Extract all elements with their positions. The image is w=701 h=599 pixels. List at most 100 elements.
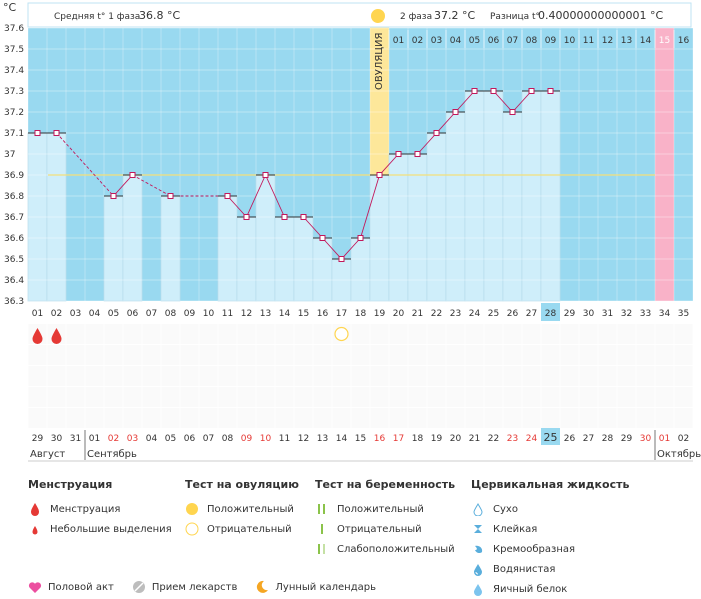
- cycle-day-label: 01: [32, 309, 43, 319]
- legend-pregnancy-title: Тест на беременность: [315, 478, 456, 491]
- cycle-day-label: 04: [89, 309, 101, 319]
- temperature-line-segment: [341, 237, 361, 260]
- symptom-cell: [446, 408, 465, 428]
- calendar-date-label: 26: [564, 434, 576, 444]
- negative-test-icon: [185, 522, 199, 536]
- y-tick-label: 36.7: [4, 213, 24, 223]
- legend-item: Отрицательный: [315, 519, 455, 539]
- symptom-cell: [408, 387, 427, 407]
- legend-label: Клейкая: [493, 523, 538, 535]
- legend-label: Отрицательный: [337, 523, 422, 535]
- temperature-line-segment: [227, 195, 247, 218]
- legend-item: Положительный: [185, 499, 299, 519]
- calendar-date-label: 24: [526, 434, 538, 444]
- symptom-cell: [104, 324, 123, 344]
- symptom-cell: [370, 408, 389, 428]
- symptom-cell: [465, 387, 484, 407]
- symptom-cell: [522, 324, 541, 344]
- symptom-cell: [522, 366, 541, 386]
- symptom-cell: [180, 324, 199, 344]
- symptom-cell: [427, 408, 446, 428]
- calendar-date-label: 06: [184, 434, 196, 444]
- cycle-day-label: 24: [469, 309, 481, 319]
- calendar-date-label: 01: [659, 434, 670, 444]
- symptom-cell: [332, 366, 351, 386]
- calendar-date-label: 21: [469, 434, 480, 444]
- y-unit: °C: [3, 1, 17, 14]
- symptom-cell: [161, 387, 180, 407]
- phase2-day-label: 04: [450, 36, 462, 46]
- temperature-line-segment: [379, 153, 399, 176]
- symptom-cell: [275, 324, 294, 344]
- symptom-cell: [617, 324, 636, 344]
- symptom-cell: [28, 387, 47, 407]
- legend-item: Слабоположительный: [315, 539, 455, 559]
- legend-item: Положительный: [315, 499, 455, 519]
- symptom-cell: [294, 324, 313, 344]
- temperature-point: [433, 130, 440, 136]
- calendar-date-label: 11: [279, 434, 290, 444]
- symptom-cell: [636, 324, 655, 344]
- symptom-cell: [332, 387, 351, 407]
- temperature-line-segment: [303, 216, 323, 239]
- symptom-cell: [351, 408, 370, 428]
- symptom-cell: [427, 366, 446, 386]
- calendar-date-label: 01: [89, 434, 100, 444]
- phase1-label: Средняя t° 1 фаза: [54, 12, 140, 22]
- symptom-cell: [541, 324, 560, 344]
- symptom-cell: [313, 408, 332, 428]
- symptom-cell: [389, 345, 408, 365]
- symptom-cell: [503, 324, 522, 344]
- symptom-cell: [541, 387, 560, 407]
- symptom-cell: [617, 366, 636, 386]
- cycle-day-label: 05: [108, 309, 119, 319]
- symptom-cell: [598, 324, 617, 344]
- legend-item: Водянистая: [471, 559, 629, 579]
- phase2-day-label: 03: [431, 36, 442, 46]
- temperature-bar: [160, 195, 181, 302]
- calendar-date-label: 12: [298, 434, 309, 444]
- symptom-cell: [560, 345, 579, 365]
- cycle-day-label: 06: [127, 309, 139, 319]
- temperature-bar: [350, 237, 371, 302]
- phase2-day-label: 16: [678, 36, 690, 46]
- calendar-date-label: 30: [51, 434, 63, 444]
- cycle-day-label: 34: [659, 309, 671, 319]
- single-line-icon: [315, 522, 329, 536]
- temperature-bar: [445, 111, 466, 302]
- symptom-cell: [617, 345, 636, 365]
- symptom-cell: [560, 366, 579, 386]
- y-tick-label: 36.6: [4, 234, 24, 244]
- temperature-line-segment: [265, 174, 285, 218]
- temperature-point: [34, 130, 41, 136]
- symptom-cell: [655, 408, 674, 428]
- phase2-day-label: 01: [393, 36, 404, 46]
- creamy-icon: [471, 542, 485, 556]
- temperature-point: [490, 88, 497, 94]
- symptom-cell: [332, 408, 351, 428]
- menstruation-drop-icon: [51, 328, 62, 344]
- calendar-date-label: 13: [317, 434, 328, 444]
- symptom-cell: [180, 345, 199, 365]
- symptom-cell: [237, 408, 256, 428]
- symptom-cell: [47, 366, 66, 386]
- ovulation-label: ОВУЛЯЦИЯ: [374, 33, 385, 91]
- cycle-day-label: 18: [355, 309, 367, 319]
- bottom-label: Лунный календарь: [275, 581, 376, 593]
- y-tick-label: 37.6: [4, 24, 24, 34]
- symptom-cell: [332, 345, 351, 365]
- symptom-cell: [503, 345, 522, 365]
- calendar-date-label: 04: [146, 434, 158, 444]
- symptom-cell: [123, 345, 142, 365]
- phase2-day-label: 07: [507, 36, 518, 46]
- symptom-cell: [218, 408, 237, 428]
- temperature-bar: [312, 237, 333, 302]
- faint-line-icon: [315, 542, 329, 556]
- temperature-point: [110, 193, 117, 199]
- dry-icon: [471, 502, 485, 516]
- symptom-cell: [161, 366, 180, 386]
- cycle-day-label: 13: [260, 309, 271, 319]
- y-tick-label: 37.3: [4, 87, 24, 97]
- cycle-day-label: 25: [488, 309, 499, 319]
- symptom-cell: [218, 324, 237, 344]
